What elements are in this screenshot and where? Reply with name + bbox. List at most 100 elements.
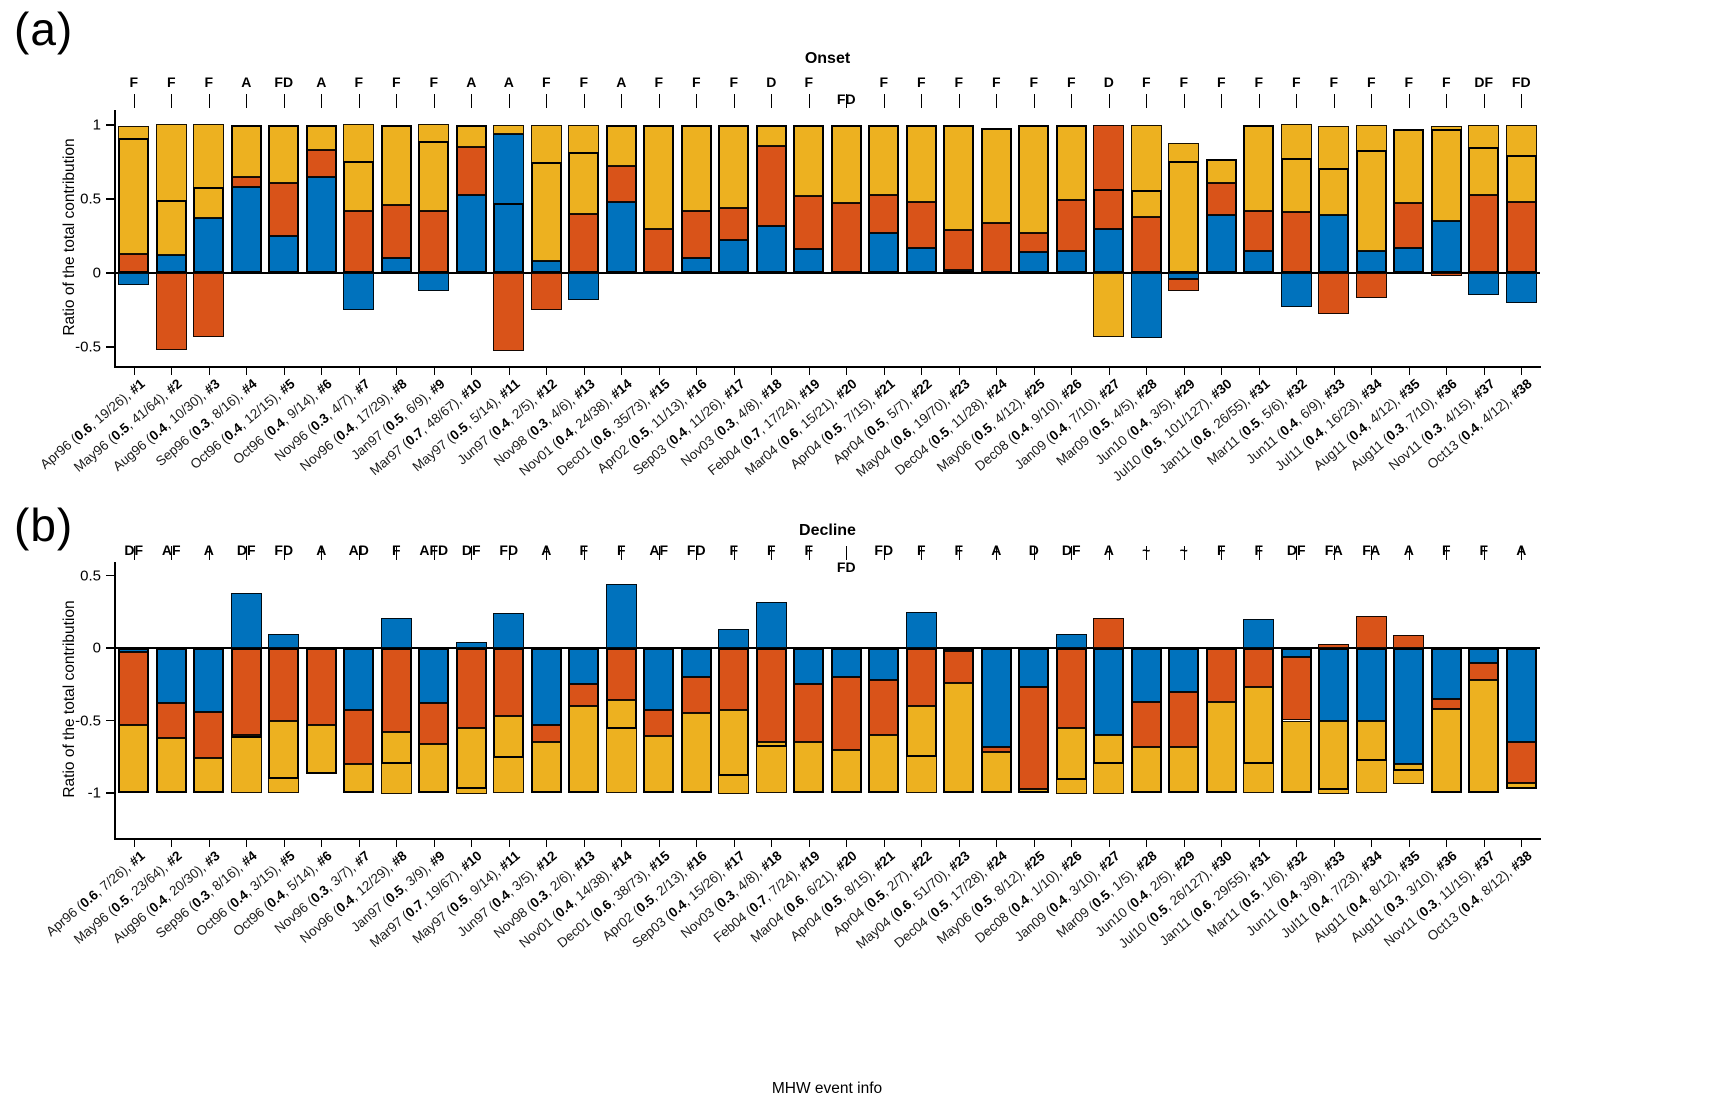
bar-segment-yellow [643, 736, 675, 793]
top-tick [771, 94, 773, 108]
x-tick [771, 840, 773, 847]
event-letter: A [241, 74, 252, 90]
x-tick [1333, 368, 1335, 375]
x-tick [733, 840, 735, 847]
bar-net-outline [568, 151, 600, 273]
bar-net-outline [343, 160, 375, 273]
x-tick [1521, 368, 1523, 375]
x-tick [958, 368, 960, 375]
bar-net-outline [1055, 125, 1087, 273]
bar-segment-orange [605, 166, 637, 202]
bar-net-outline [530, 648, 562, 793]
bar-segment-blue [268, 236, 300, 273]
bar-segment-orange [1393, 634, 1425, 648]
top-tick [1183, 546, 1185, 560]
top-tick [1521, 94, 1523, 108]
event-letter: F [391, 74, 401, 90]
bar-segment-blue [1130, 273, 1162, 339]
x-tick [846, 840, 848, 847]
x-tick [246, 840, 248, 847]
top-tick [396, 546, 398, 560]
y-tick-label: 0 [92, 264, 101, 282]
bar-net-outline [230, 125, 262, 273]
bar-net-outline [643, 125, 675, 273]
zero-line [115, 272, 1540, 274]
x-tick [1371, 368, 1373, 375]
bar-segment-blue [1243, 619, 1275, 648]
bar-net-outline [943, 648, 975, 793]
top-tick [583, 94, 585, 108]
x-tick [1071, 840, 1073, 847]
bar-net-outline [118, 138, 150, 273]
bar-segment-blue [343, 273, 375, 310]
top-tick [1483, 94, 1485, 108]
top-tick [583, 546, 585, 560]
top-tick [246, 94, 248, 108]
x-tick [283, 368, 285, 375]
x-tick [283, 840, 285, 847]
x-tick [696, 368, 698, 375]
x-tick [1258, 368, 1260, 375]
top-tick [846, 94, 848, 108]
event-letter: DF [1286, 542, 1306, 558]
top-tick [1258, 94, 1260, 108]
y-tick [106, 124, 114, 126]
bar-segment-orange [1393, 203, 1425, 248]
event-letter: F [1179, 74, 1189, 90]
x-tick [171, 368, 173, 375]
top-tick [1296, 546, 1298, 560]
top-tick [1483, 546, 1485, 560]
y-tick-label: -1 [87, 784, 101, 802]
bar-net-outline [455, 125, 487, 273]
x-tick [1483, 368, 1485, 375]
x-tick [1258, 840, 1260, 847]
top-tick [246, 546, 248, 560]
x-tick [958, 840, 960, 847]
y-tick [106, 346, 114, 348]
x-tick [358, 368, 360, 375]
event-letter: F [804, 542, 814, 558]
bar-net-outline [980, 648, 1012, 793]
top-tick [621, 94, 623, 108]
bar-segment-blue [1318, 648, 1350, 721]
x-tick [808, 368, 810, 375]
bar-net-outline [718, 648, 750, 776]
event-letter: F [1029, 74, 1039, 90]
bar-segment-orange [1318, 643, 1350, 648]
x-tick [996, 368, 998, 375]
event-letter: F [616, 542, 626, 558]
bar-net-outline [1205, 648, 1237, 793]
top-tick [171, 546, 173, 560]
bar-net-outline [905, 648, 937, 757]
event-letter: F [1441, 542, 1451, 558]
bar-net-outline [1243, 648, 1275, 764]
y-tick [106, 719, 114, 722]
top-tick [733, 546, 735, 560]
x-tick [433, 368, 435, 375]
top-tick [1371, 94, 1373, 108]
bar-segment-blue [1505, 273, 1537, 303]
top-tick [921, 546, 923, 560]
event-letter: F [391, 542, 401, 558]
bar-net-outline [1130, 190, 1162, 273]
event-letter: A [1103, 542, 1114, 558]
event-letter: F [1216, 542, 1226, 558]
x-tick [1108, 840, 1110, 847]
bar-net-outline [1505, 154, 1537, 273]
event-letter: AF [161, 542, 181, 558]
top-tick [1333, 546, 1335, 560]
y-tick-label: 0.5 [80, 190, 101, 208]
top-tick [358, 546, 360, 560]
event-letter: F [1291, 74, 1301, 90]
bar-net-outline [755, 125, 787, 273]
event-letter: F [729, 542, 739, 558]
x-tick [508, 840, 510, 847]
event-letter: A [503, 74, 514, 90]
top-tick [808, 94, 810, 108]
top-tick [733, 94, 735, 108]
bar-segment-blue [1168, 273, 1200, 279]
top-tick [771, 546, 773, 560]
x-tick [621, 368, 623, 375]
bar-net-outline [1280, 648, 1312, 793]
bar-segment-blue [868, 233, 900, 273]
